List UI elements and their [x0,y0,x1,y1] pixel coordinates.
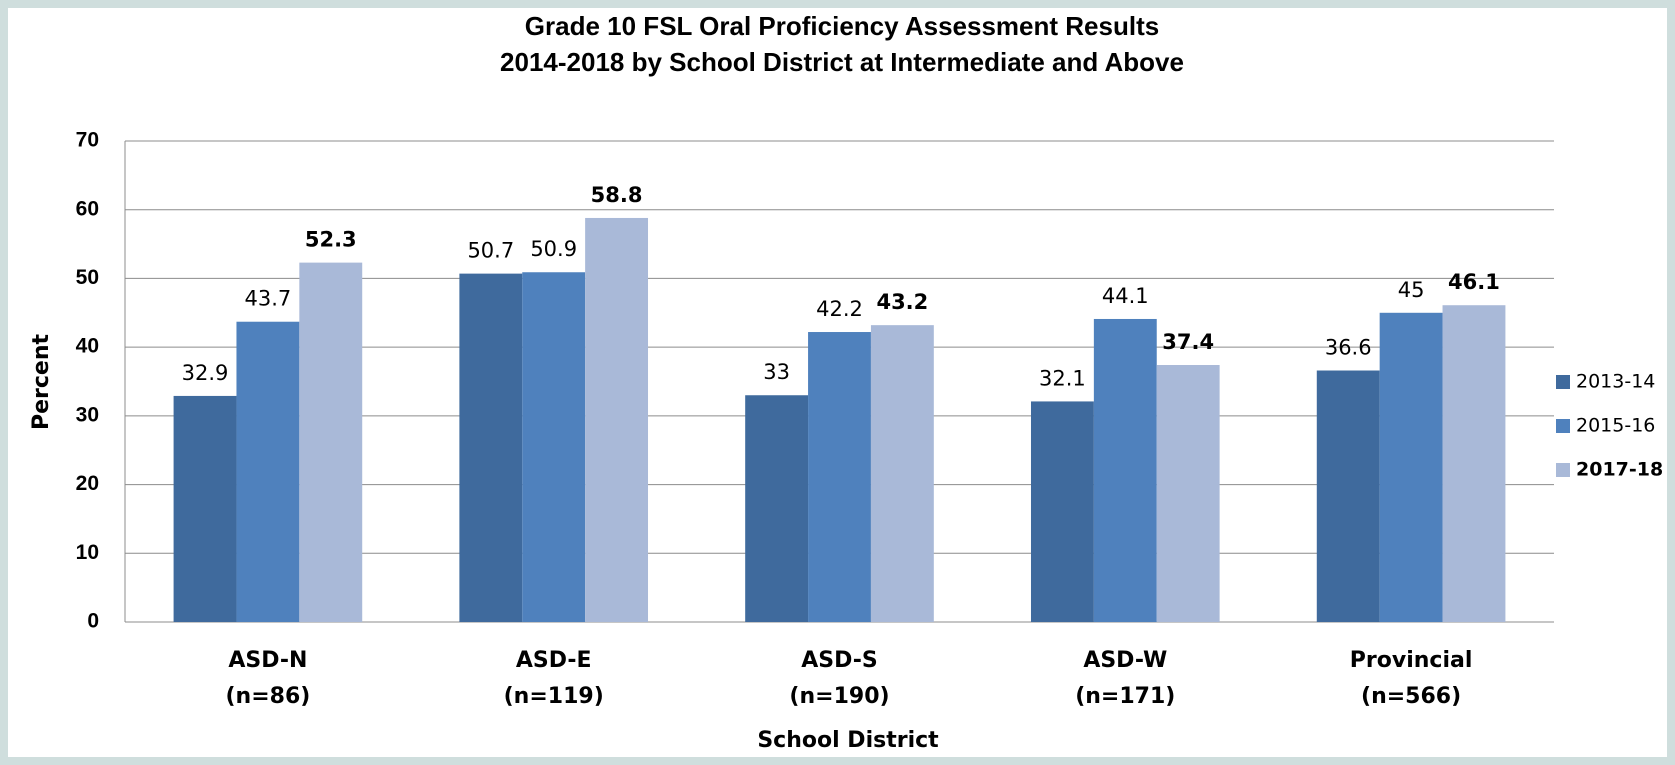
y-axis-label: Percent [29,334,54,431]
x-tick-label: (n=86) [225,684,310,709]
x-axis-label: School District [757,728,939,753]
value-label: 52.3 [305,228,357,252]
bar [585,217,649,622]
bar [808,332,871,622]
bar [522,272,586,622]
y-tick-label: 0 [87,610,99,633]
chart-title: Grade 10 FSL Oral Proficiency Assessment… [525,11,1159,41]
bar [299,262,363,622]
y-tick-label: 30 [76,403,99,426]
y-tick-label: 20 [76,472,99,495]
chart-title: 2014-2018 by School District at Intermed… [500,47,1184,77]
x-tick-label: ASD-E [516,648,592,673]
bar [1156,365,1220,622]
bar [459,273,523,622]
value-label: 33 [763,360,790,384]
x-tick-label: (n=119) [504,684,604,709]
value-label: 32.9 [182,361,229,385]
legend-swatch [1556,419,1570,433]
y-tick-label: 10 [76,541,99,564]
legend-swatch [1556,375,1570,389]
value-label: 37.4 [1162,330,1214,354]
y-tick-label: 50 [76,266,99,289]
x-tick-label: ASD-N [228,648,307,673]
legend-label: 2017-18 [1576,459,1663,481]
y-tick-label: 60 [76,197,99,220]
legend-swatch [1556,463,1570,477]
value-label: 45 [1398,278,1425,302]
bar [1316,370,1380,622]
y-tick-label: 70 [76,129,99,152]
legend-label: 2015-16 [1576,415,1655,437]
value-label: 32.1 [1039,366,1086,390]
bar [870,325,934,622]
x-tick-label: (n=190) [789,684,889,709]
bar [1030,401,1094,622]
value-label: 50.9 [530,237,577,261]
x-tick-label: (n=171) [1075,684,1175,709]
value-label: 36.6 [1325,336,1372,360]
value-label: 50.7 [467,239,514,263]
bar [745,395,809,622]
value-label: 42.2 [816,297,863,321]
x-tick-label: ASD-W [1083,648,1167,673]
value-label: 43.2 [876,290,928,314]
bar [1442,305,1506,622]
legend-label: 2013-14 [1576,371,1655,393]
bar [1379,312,1443,622]
value-label: 43.7 [245,287,292,311]
x-tick-label: Provincial [1350,648,1473,673]
value-label: 46.1 [1448,270,1500,294]
y-tick-label: 40 [76,335,99,358]
x-tick-label: (n=566) [1361,684,1461,709]
x-tick-label: ASD-S [801,648,878,673]
value-label: 44.1 [1102,284,1149,308]
bar [173,395,237,622]
bar [236,321,300,622]
bar [1093,318,1157,622]
value-label: 58.8 [591,183,643,207]
